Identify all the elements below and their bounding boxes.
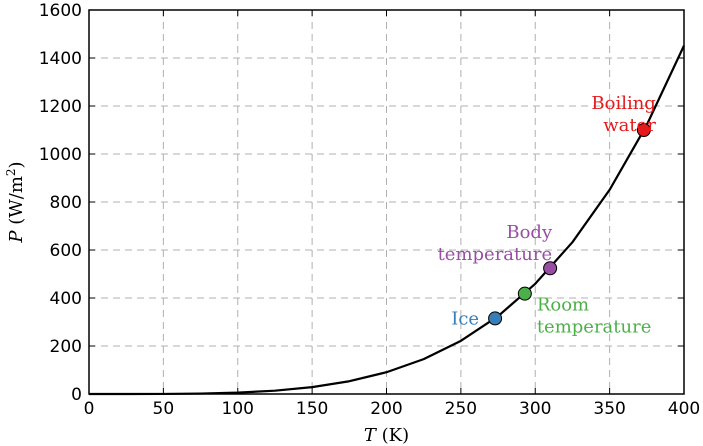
axis-ticks: 0 50 100 150 200 250 300 350 400 0 200 400 600 800 100…	[39, 1, 700, 419]
x-tick-label: 50	[153, 399, 175, 419]
annotation-ice: Ice	[451, 308, 479, 329]
annotation-body: temperature	[438, 244, 553, 265]
annotation-boiling: Boiling	[591, 93, 655, 114]
point-boiling	[636, 123, 651, 137]
annotations: IceRoomtemperatureBodytemperatureBoiling…	[438, 93, 657, 338]
x-tick-label: 400	[668, 399, 700, 419]
y-tick-label: 1000	[39, 145, 82, 165]
x-tick-label: 0	[84, 399, 95, 419]
y-tick-label: 0	[71, 385, 82, 405]
annotation-boiling: water	[603, 115, 656, 136]
y-axis-unit-close: )	[6, 161, 27, 168]
x-axis-unit: (K)	[376, 425, 409, 446]
y-tick-label: 1400	[39, 49, 82, 69]
y-tick-label: 1600	[39, 1, 82, 21]
y-tick-label: 1200	[39, 97, 82, 117]
x-tick-label: 150	[296, 399, 328, 419]
y-tick-label: 400	[50, 289, 82, 309]
grid	[89, 10, 684, 394]
point-ice	[488, 311, 503, 326]
y-axis-variable: P	[6, 230, 27, 244]
x-tick-label: 200	[370, 399, 402, 419]
point-body	[543, 261, 558, 276]
x-tick-label: 350	[593, 399, 625, 419]
y-axis-label: P (W/m2)	[4, 161, 27, 243]
y-tick-label: 800	[50, 193, 82, 213]
x-tick-label: 250	[445, 399, 477, 419]
annotation-room: temperature	[537, 317, 652, 338]
x-axis-label: T (K)	[364, 425, 409, 446]
annotation-body: Body	[506, 222, 553, 243]
y-tick-label: 600	[50, 241, 82, 261]
x-axis-variable: T	[364, 425, 378, 446]
x-tick-label: 100	[222, 399, 254, 419]
x-tick-label: 300	[519, 399, 551, 419]
y-axis-unit-sup: 2	[4, 168, 18, 176]
y-axis-unit-open: (W/m	[6, 176, 27, 230]
point-room	[517, 286, 532, 301]
y-tick-label: 200	[50, 337, 82, 357]
annotation-room: Room	[537, 295, 589, 316]
